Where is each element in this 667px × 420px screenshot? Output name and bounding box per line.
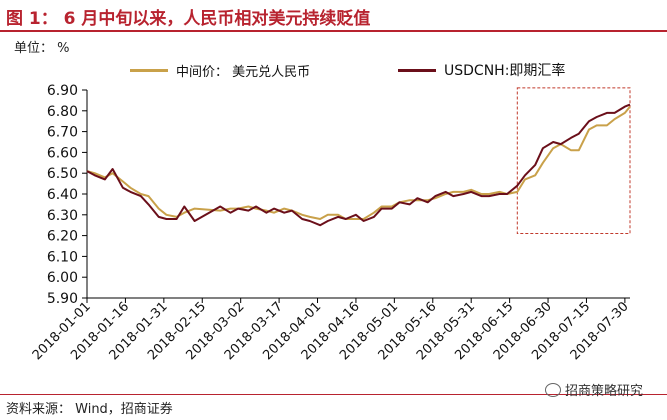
y-tick-label: 6.40 <box>47 187 78 203</box>
series-line-cnh <box>86 103 631 227</box>
series-lines <box>86 103 631 227</box>
legend-label-cnh: USDCNH:即期汇率 <box>444 63 566 79</box>
source-note: 资料来源： Wind，招商证券 <box>6 402 173 417</box>
x-axis: 2018-01-012018-01-162018-01-312018-02-15… <box>30 297 632 363</box>
y-axis: 6.90 6.80 6.70 6.60 6.50 6.40 6.30 6.20 6.10 6.00… <box>47 83 88 307</box>
chart-title: 图 1： 6 月中旬以来，人民币相对美元持续贬值 <box>6 9 371 29</box>
y-tick-label: 6.00 <box>47 270 78 286</box>
line-chart: 6.90 6.80 6.70 6.60 6.50 6.40 6.30 6.20 6.10 6.00… <box>30 83 632 363</box>
legend-label-cny: 中间价： 美元兑人民币 <box>176 64 311 80</box>
legend-item-cny: 中间价： 美元兑人民币 <box>130 60 310 80</box>
highlight-box <box>516 87 631 235</box>
y-tick-label: 6.60 <box>47 145 78 161</box>
title-divider <box>0 30 667 32</box>
wechat-icon <box>545 382 561 397</box>
legend-swatch-cnh <box>398 68 436 72</box>
legend-item-cnh: USDCNH:即期汇率 <box>398 60 565 80</box>
y-tick-label: 6.90 <box>47 83 78 99</box>
y-tick-label: 6.80 <box>47 104 78 120</box>
y-tick-label: 6.50 <box>47 166 78 182</box>
highlight-rect <box>516 87 631 235</box>
watermark: 招商策略研究 <box>545 380 643 399</box>
y-tick-label: 6.30 <box>47 208 78 224</box>
y-tick-label: 6.10 <box>47 249 78 265</box>
series-line-cny <box>86 105 631 220</box>
y-tick-label: 6.20 <box>47 229 78 245</box>
unit-label: 单位： % <box>14 41 70 56</box>
watermark-text: 招商策略研究 <box>565 384 644 399</box>
footer-divider <box>0 394 667 395</box>
y-tick-label: 5.90 <box>47 291 78 307</box>
y-tick-label: 6.70 <box>47 125 78 141</box>
legend-swatch-cny <box>130 68 168 72</box>
